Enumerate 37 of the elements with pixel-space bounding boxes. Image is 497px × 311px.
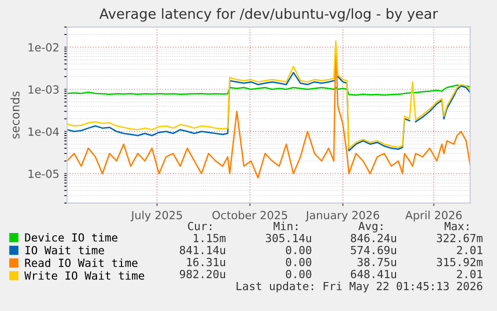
text: 38.75u	[358, 258, 396, 266]
line-series	[67, 40, 470, 149]
chart-title: Average latency for /dev/ubuntu-vg/log - by year	[99, 8, 438, 22]
y-tick-label: 1e-02	[28, 43, 58, 52]
legend-label: IO Wait time	[25, 246, 104, 254]
text: 846.24u	[350, 234, 396, 242]
text: 322.67m	[436, 234, 482, 242]
text: 16.31u	[187, 258, 226, 266]
legend-label: Read IO Wait time	[25, 258, 138, 268]
text: Last update: Fri May 22 01:45:13 2026	[236, 282, 482, 292]
legend-label: Write IO Wait time	[24, 271, 144, 280]
x-tick-label: July 2025	[130, 210, 182, 222]
x-tick-label: January 2026	[305, 210, 380, 222]
text: 0.00	[286, 246, 312, 254]
text: 2.01	[457, 246, 482, 254]
y-tick-label: 1e-04	[28, 127, 59, 136]
text: Max:	[444, 222, 468, 230]
legend-label: Device IO time	[25, 233, 118, 242]
text: Cur:	[188, 222, 212, 230]
text: 305.14u	[266, 234, 312, 242]
text: 1.15m	[194, 234, 226, 242]
y-tick-label: 1e-05	[28, 170, 58, 178]
text: Avg:	[358, 222, 382, 232]
y-axis-title: seconds	[10, 92, 20, 139]
text: 315.92m	[436, 258, 482, 266]
text: 841.14u	[180, 246, 226, 254]
text: 0.00	[286, 258, 312, 266]
text: 982.20u	[180, 270, 226, 278]
line-series	[67, 84, 470, 96]
x-tick-label: April 2026	[405, 210, 462, 222]
text: 648.41u	[350, 270, 396, 278]
text: 0.00	[286, 270, 312, 278]
text: 574.69u	[350, 246, 396, 254]
y-tick-label: 1e-03	[28, 85, 59, 94]
x-tick-label: October 2025	[212, 210, 288, 220]
text: 2.01	[457, 270, 482, 278]
text: Min:	[274, 222, 298, 230]
